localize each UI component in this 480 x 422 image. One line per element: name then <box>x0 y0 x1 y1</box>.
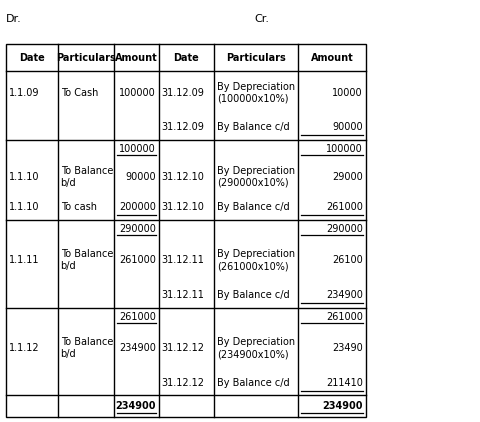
Text: 90000: 90000 <box>331 122 362 132</box>
Text: Particulars: Particulars <box>226 53 286 63</box>
Text: Date: Date <box>173 53 199 63</box>
Text: 31.12.09: 31.12.09 <box>161 122 204 132</box>
Text: 31.12.11: 31.12.11 <box>161 290 204 300</box>
Text: Amount: Amount <box>310 53 352 63</box>
Text: 1.1.11: 1.1.11 <box>9 255 39 265</box>
Text: To Balance
b/d: To Balance b/d <box>60 337 113 359</box>
Text: 1.1.10: 1.1.10 <box>9 171 39 181</box>
Text: 261000: 261000 <box>119 255 156 265</box>
Text: 261000: 261000 <box>325 312 362 322</box>
Text: By Balance c/d: By Balance c/d <box>216 290 289 300</box>
Text: 31.12.12: 31.12.12 <box>161 378 204 387</box>
Text: 100000: 100000 <box>119 144 156 154</box>
Text: 234900: 234900 <box>119 343 156 353</box>
Text: By Balance c/d: By Balance c/d <box>216 378 289 387</box>
Text: 10000: 10000 <box>331 88 362 98</box>
Text: 29000: 29000 <box>331 171 362 181</box>
Text: 200000: 200000 <box>119 202 156 212</box>
Text: 234900: 234900 <box>322 401 362 411</box>
Text: 234900: 234900 <box>325 290 362 300</box>
Text: Amount: Amount <box>115 53 157 63</box>
Text: 211410: 211410 <box>325 378 362 387</box>
Text: 234900: 234900 <box>115 401 156 411</box>
Text: 31.12.11: 31.12.11 <box>161 255 204 265</box>
Text: 1.1.09: 1.1.09 <box>9 88 39 98</box>
Text: 290000: 290000 <box>325 224 362 234</box>
Text: To Cash: To Cash <box>60 88 98 98</box>
Text: 1.1.12: 1.1.12 <box>9 343 39 353</box>
Text: By Depreciation
(100000x10%): By Depreciation (100000x10%) <box>216 82 294 104</box>
Text: 26100: 26100 <box>331 255 362 265</box>
Text: 100000: 100000 <box>325 144 362 154</box>
Text: To cash: To cash <box>60 202 96 212</box>
Text: 1.1.10: 1.1.10 <box>9 202 39 212</box>
Text: 31.12.12: 31.12.12 <box>161 343 204 353</box>
Text: By Depreciation
(290000x10%): By Depreciation (290000x10%) <box>216 165 294 187</box>
Text: 31.12.10: 31.12.10 <box>161 171 204 181</box>
Text: 31.12.09: 31.12.09 <box>161 88 204 98</box>
Text: 90000: 90000 <box>125 171 156 181</box>
Text: 261000: 261000 <box>119 312 156 322</box>
Text: 261000: 261000 <box>325 202 362 212</box>
Text: To Balance
b/d: To Balance b/d <box>60 249 113 271</box>
Text: By Depreciation
(261000x10%): By Depreciation (261000x10%) <box>216 249 294 271</box>
Text: Cr.: Cr. <box>254 14 269 24</box>
Bar <box>6 44 365 417</box>
Text: Date: Date <box>19 53 45 63</box>
Text: 23490: 23490 <box>331 343 362 353</box>
Text: By Balance c/d: By Balance c/d <box>216 122 289 132</box>
Text: By Balance c/d: By Balance c/d <box>216 202 289 212</box>
Text: Particulars: Particulars <box>56 53 116 63</box>
Text: To Balance
b/d: To Balance b/d <box>60 165 113 187</box>
Text: 290000: 290000 <box>119 224 156 234</box>
Text: Dr.: Dr. <box>6 14 22 24</box>
Text: By Depreciation
(234900x10%): By Depreciation (234900x10%) <box>216 337 294 359</box>
Text: 100000: 100000 <box>119 88 156 98</box>
Text: 31.12.10: 31.12.10 <box>161 202 204 212</box>
